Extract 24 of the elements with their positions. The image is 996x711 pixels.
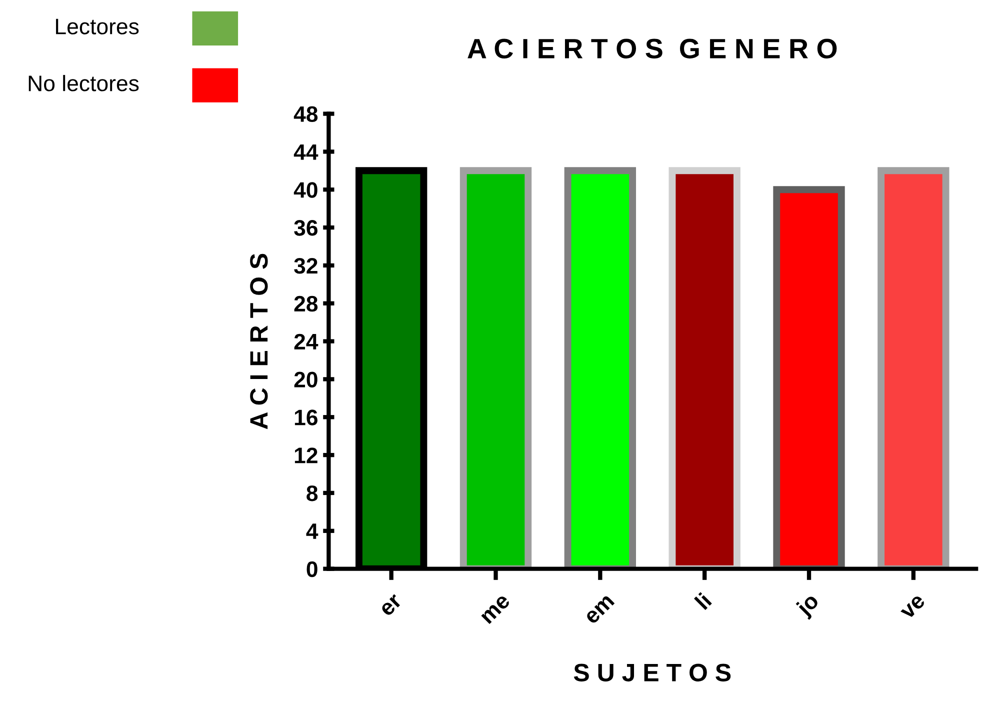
x-tick-label: ve [900, 594, 926, 620]
y-tick-label: 32 [294, 258, 318, 274]
y-tick-label: 28 [294, 296, 318, 312]
y-tick-label: 24 [294, 334, 318, 350]
x-tick-label: me [481, 594, 511, 624]
text: Lectores [56, 18, 139, 34]
y-tick-label: 36 [294, 220, 318, 236]
x-tick-label: er [380, 594, 403, 617]
x-axis-title: S U J E T O S [574, 664, 731, 682]
x-tick-label: jo [794, 592, 823, 620]
y-tick-label: 0 [306, 561, 318, 578]
y-axis-title: A C I E R T O S [250, 254, 268, 430]
y-tick-label: 4 [306, 524, 318, 539]
y-tick-label: 40 [294, 182, 318, 198]
y-tick-label: 12 [294, 448, 318, 464]
y-tick-label: 20 [294, 372, 318, 388]
chart-title: A C I E R T O S G E N E R O [468, 38, 837, 58]
y-tick-label: 44 [294, 144, 318, 160]
y-tick-label: 48 [294, 106, 318, 122]
y-tick-label: 8 [306, 485, 318, 502]
y-tick-label: 16 [294, 410, 318, 426]
x-tick-label: em [585, 594, 615, 625]
text: No lectores [28, 74, 139, 92]
x-tick-label: li [694, 592, 712, 610]
